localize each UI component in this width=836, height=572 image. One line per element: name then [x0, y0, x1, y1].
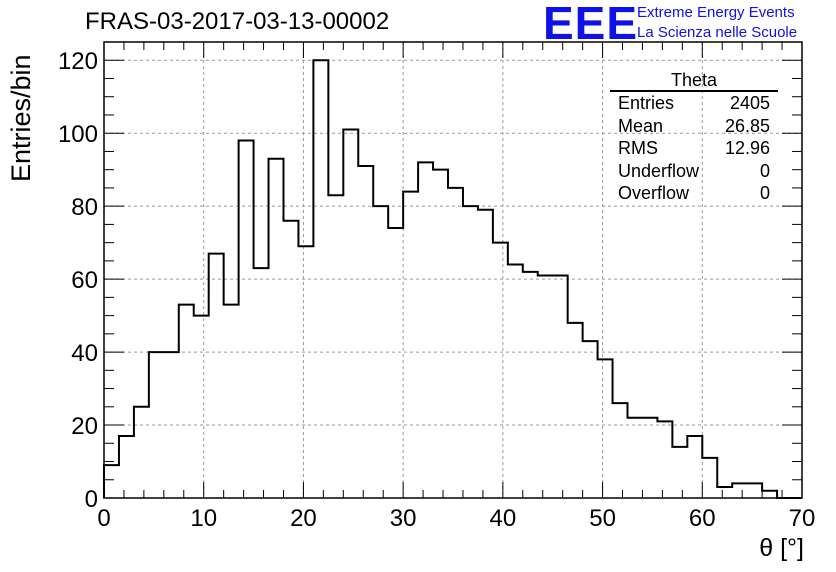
histogram-bin [283, 221, 298, 498]
stats-label: Underflow [618, 160, 700, 181]
stats-value: 12.96 [724, 138, 770, 158]
x-tick-label: 0 [97, 505, 110, 532]
histogram-series [103, 59, 802, 499]
histogram-bin [403, 192, 418, 498]
histogram-title: FRAS-03-2017-03-13-00002 [85, 8, 390, 35]
stats-row: Mean 26.85 [610, 115, 778, 138]
eee-logo-line1: Extreme Energy Events [637, 4, 795, 21]
y-tick-label: 0 [85, 486, 98, 513]
histogram-bin [568, 323, 583, 498]
stats-label: RMS [618, 138, 658, 158]
histogram-bin [628, 418, 643, 498]
histogram-bin [702, 458, 717, 498]
histogram-bin [388, 228, 403, 498]
stats-row: Underflow 0 [610, 160, 778, 183]
histogram-bin [493, 243, 508, 498]
stats-row: Overflow 0 [610, 182, 778, 205]
x-tick-label: 10 [190, 505, 217, 532]
y-tick-label: 80 [71, 194, 98, 221]
histogram-bin [553, 275, 568, 498]
stats-title: Theta [610, 70, 778, 92]
stats-label: Entries [618, 93, 675, 113]
eee-logo-line2: La Scienza nelle Scuole [637, 24, 798, 41]
histogram-bin [358, 166, 373, 498]
histogram-bin [254, 268, 269, 498]
histogram-bin [762, 491, 777, 498]
stats-label: Mean [618, 115, 664, 136]
y-tick-label: 20 [71, 413, 98, 440]
y-tick-label: 40 [71, 340, 98, 367]
stats-value: 26.85 [724, 115, 770, 136]
stats-label: Overflow [618, 183, 690, 203]
histogram-bin [598, 359, 613, 498]
stats-row: RMS 12.96 [610, 137, 778, 160]
stats-value: 0 [759, 160, 770, 181]
histogram-bin [583, 341, 598, 498]
eee-logo: EEE [543, 0, 639, 49]
histogram-bin [717, 487, 732, 498]
histogram-bin [448, 188, 463, 498]
histogram-bin [269, 159, 284, 498]
stats-box: Theta Entries 2405 Mean 26.85 RMS 12.96 … [610, 70, 778, 205]
histogram-bin [134, 407, 149, 498]
x-tick-label: 20 [290, 505, 317, 532]
histogram-bin [298, 246, 313, 498]
stats-row: Entries 2405 [610, 92, 778, 115]
x-axis-label: θ [°] [759, 534, 804, 562]
histogram-bin [747, 483, 762, 498]
histogram-bin [433, 170, 448, 498]
histogram-bin [672, 447, 687, 498]
x-tick-label: 30 [390, 505, 417, 532]
histogram-bin [343, 130, 358, 498]
histogram-bin [732, 483, 747, 498]
y-tick-label: 100 [58, 121, 98, 148]
x-tick-label: 50 [589, 505, 616, 532]
histogram-bin [179, 305, 194, 498]
y-tick-label: 60 [71, 267, 98, 294]
histogram-bin [657, 421, 672, 498]
histogram-bin [508, 265, 523, 498]
x-tick-label: 40 [490, 505, 517, 532]
x-tick-label: 70 [789, 505, 816, 532]
stats-value: 2405 [729, 93, 770, 113]
x-tick-label: 60 [689, 505, 716, 532]
histogram-bin [478, 210, 493, 498]
histogram-bin [239, 140, 254, 498]
histogram-bin [687, 436, 702, 498]
histogram-bin [224, 305, 239, 498]
histogram-bin [119, 436, 134, 498]
histogram-bin [194, 316, 209, 498]
histogram-bin [104, 465, 119, 498]
histogram-bin [209, 254, 224, 498]
histogram-bin [523, 272, 538, 498]
histogram-bin [328, 195, 343, 498]
plot-frame [103, 41, 803, 499]
y-tick-label: 120 [58, 48, 98, 75]
y-axis-label: Entries/bin [6, 54, 36, 182]
histogram-bin [642, 418, 657, 498]
histogram-bin [538, 275, 553, 498]
histogram-bin [149, 352, 164, 498]
histogram-bin [418, 162, 433, 498]
stats-value: 0 [759, 183, 770, 203]
histogram-bin [613, 403, 628, 498]
